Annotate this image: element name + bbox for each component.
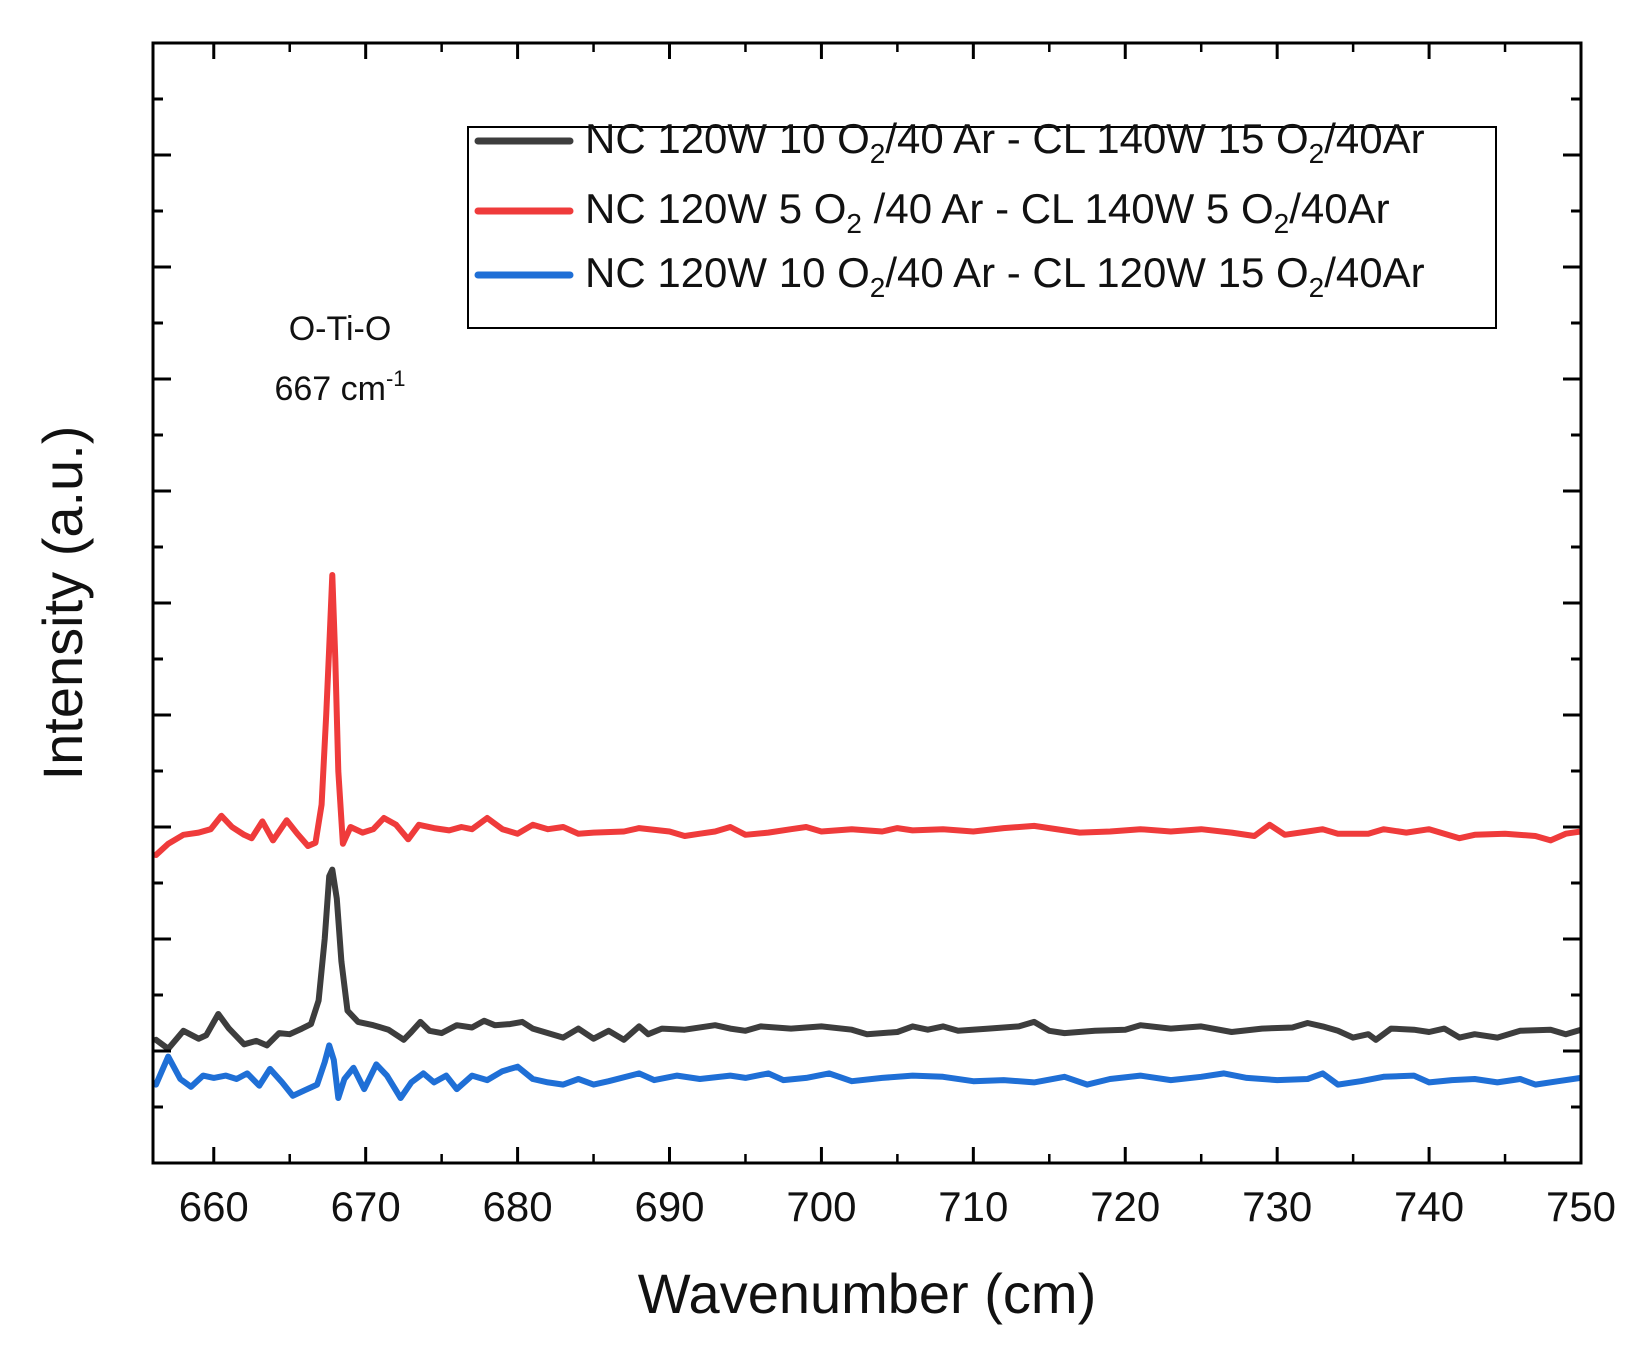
legend-text-part: NC 120W 5 O [585,185,846,232]
x-tick-label: 710 [938,1183,1008,1230]
x-tick-label: 680 [483,1183,553,1230]
legend-subscript: 2 [1309,272,1325,303]
legend-subscript: 2 [846,208,862,239]
legend-subscript: 2 [870,138,886,169]
legend-label-1: NC 120W 5 O2 /40 Ar - CL 140W 5 O2/40Ar [585,185,1390,239]
annotation-line2: 667 cm-1 [274,366,405,408]
annotation-superscript: -1 [386,366,406,391]
x-tick-label: 660 [179,1183,249,1230]
legend-label-2: NC 120W 10 O2/40 Ar - CL 120W 15 O2/40Ar [585,249,1425,303]
legend-subscript: 2 [870,272,886,303]
legend-text-part: NC 120W 10 O [585,249,870,296]
x-tick-label: 670 [331,1183,401,1230]
x-tick-label: 690 [634,1183,704,1230]
series-line-1 [153,572,1581,858]
x-tick-label: 730 [1242,1183,1312,1230]
x-tick-label: 750 [1546,1183,1616,1230]
legend-text-part: /40 Ar - CL 120W 15 O [885,249,1308,296]
legend-text-part: /40Ar [1324,249,1424,296]
x-tick-label: 720 [1090,1183,1160,1230]
series-layer [153,572,1581,1101]
legend: NC 120W 10 O2/40 Ar - CL 140W 15 O2/40Ar… [467,115,1497,329]
legend-text-part: NC 120W 10 O [585,115,870,162]
legend-label-0: NC 120W 10 O2/40 Ar - CL 140W 15 O2/40Ar [585,115,1425,169]
legend-box [467,126,1497,329]
tick-layer: 660 670 680 690 700 710 720 730 740 750 [153,43,1616,1230]
y-axis-label: Intensity (a.u.) [31,426,94,781]
x-tick-label: 700 [786,1183,856,1230]
x-tick-label: 740 [1394,1183,1464,1230]
peak-annotation: O-Ti-O 667 cm-1 [274,310,405,408]
series-line-2 [153,1042,1581,1101]
legend-text-part: /40 Ar - CL 140W 15 O [885,115,1308,162]
legend-text-part: /40 Ar - CL 140W 5 O [862,185,1274,232]
legend-subscript: 2 [1309,138,1325,169]
legend-text-part: /40Ar [1324,115,1424,162]
annotation-line1: O-Ti-O [289,310,392,348]
annotation-value: 667 cm [274,370,386,408]
series-line-0 [153,866,1581,1052]
x-axis-label: Wavenumber (cm) [638,1262,1096,1325]
legend-subscript: 2 [1274,208,1290,239]
legend-text-part: /40Ar [1289,185,1389,232]
